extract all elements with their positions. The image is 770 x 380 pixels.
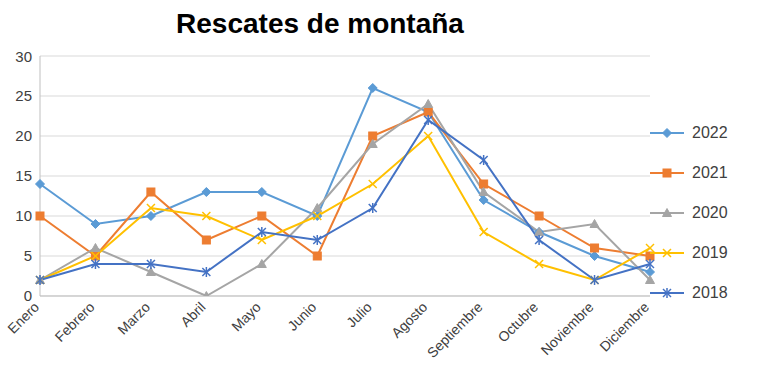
svg-text:15: 15 [15, 167, 32, 184]
svg-text:Octubre: Octubre [495, 299, 542, 346]
svg-text:Abril: Abril [177, 299, 208, 330]
svg-text:Junio: Junio [284, 299, 319, 334]
svg-text:Marzo: Marzo [114, 299, 153, 338]
svg-text:Febrero: Febrero [52, 299, 98, 345]
svg-text:Septiembre: Septiembre [424, 299, 486, 361]
html-text:2021: 2021 [692, 164, 728, 181]
html-text:2020: 2020 [692, 204, 728, 221]
html-text:2022: 2022 [692, 124, 728, 141]
svg-text:5: 5 [24, 247, 32, 264]
svg-text:Julio: Julio [343, 299, 375, 331]
svg-text:20: 20 [15, 127, 32, 144]
svg-text:0: 0 [24, 287, 32, 304]
svg-text:Agosto: Agosto [388, 299, 430, 341]
html-text:2018: 2018 [692, 284, 728, 301]
html-text:2019: 2019 [692, 244, 728, 261]
svg-text:Mayo: Mayo [228, 299, 264, 335]
html-text:Rescates de montaña: Rescates de montaña [176, 8, 464, 39]
svg-text:10: 10 [15, 207, 32, 224]
svg-text:25: 25 [15, 87, 32, 104]
svg-text:Enero: Enero [8, 299, 42, 337]
svg-text:Diciembre: Diciembre [596, 299, 652, 355]
svg-text:30: 30 [15, 48, 32, 65]
svg-text:Noviembre: Noviembre [537, 299, 596, 358]
